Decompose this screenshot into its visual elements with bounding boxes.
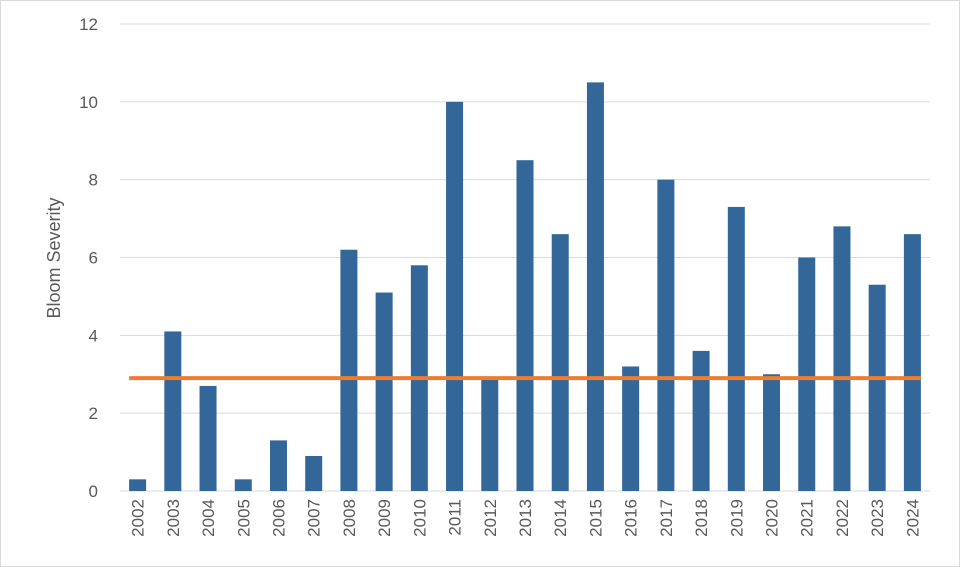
- bar-2020: [763, 374, 781, 491]
- x-tick-label: 2003: [164, 499, 183, 537]
- bars: [129, 82, 921, 492]
- bar-2017: [657, 179, 675, 491]
- y-tick-label: 6: [89, 249, 98, 268]
- bar-2016: [622, 366, 640, 491]
- x-tick-label: 2022: [833, 499, 852, 537]
- x-tick-label: 2015: [586, 499, 605, 537]
- y-tick-label: 12: [79, 15, 98, 34]
- bar-2002: [129, 479, 147, 491]
- x-tick-label: 2018: [692, 499, 711, 537]
- y-axis-label: Bloom Severity: [44, 197, 64, 318]
- bar-2021: [798, 257, 816, 491]
- y-tick-label: 8: [89, 171, 98, 190]
- bar-2015: [586, 82, 604, 491]
- y-tick-label: 10: [79, 93, 98, 112]
- bar-2005: [234, 479, 252, 491]
- bar-2011: [446, 101, 464, 491]
- bar-2007: [305, 455, 323, 491]
- y-axis-ticks: 0 2 4 6 8 10 12: [79, 15, 98, 501]
- bar-2022: [833, 226, 851, 491]
- x-tick-label: 2012: [481, 499, 500, 537]
- y-tick-label: 2: [89, 404, 98, 423]
- x-tick-label: 2005: [234, 499, 253, 537]
- x-tick-label: 2007: [305, 499, 324, 537]
- bar-2014: [551, 234, 569, 491]
- bar-2009: [375, 292, 393, 491]
- bar-2019: [727, 206, 745, 492]
- x-tick-label: 2006: [269, 499, 288, 537]
- x-tick-label: 2020: [763, 499, 782, 537]
- x-tick-label: 2023: [868, 499, 887, 537]
- y-tick-label: 4: [89, 326, 98, 345]
- bar-2003: [164, 331, 182, 491]
- bar-2008: [340, 249, 358, 491]
- x-tick-label: 2013: [516, 499, 535, 537]
- x-tick-label: 2011: [446, 499, 465, 536]
- x-tick-label: 2010: [410, 499, 429, 537]
- x-tick-label: 2024: [903, 499, 922, 537]
- x-tick-label: 2004: [199, 499, 218, 537]
- x-tick-label: 2019: [727, 499, 746, 537]
- x-tick-label: 2002: [129, 499, 148, 537]
- x-axis-ticks: 2002 2003 2004 2005 2006 2007 2008 2009 2010 2011…: [129, 499, 923, 537]
- x-tick-label: 2014: [551, 499, 570, 537]
- x-tick-label: 2016: [622, 499, 641, 537]
- bar-2024: [903, 234, 921, 491]
- bar-2013: [516, 160, 534, 492]
- x-tick-label: 2008: [340, 499, 359, 537]
- bar-2012: [481, 378, 499, 491]
- x-tick-label: 2021: [798, 499, 817, 537]
- x-tick-label: 2009: [375, 499, 394, 537]
- bar-2018: [692, 350, 710, 491]
- bar-2006: [269, 440, 287, 491]
- bar-2023: [868, 284, 886, 491]
- x-tick-label: 2017: [657, 499, 676, 537]
- bar-2004: [199, 385, 217, 491]
- y-tick-label: 0: [89, 482, 98, 501]
